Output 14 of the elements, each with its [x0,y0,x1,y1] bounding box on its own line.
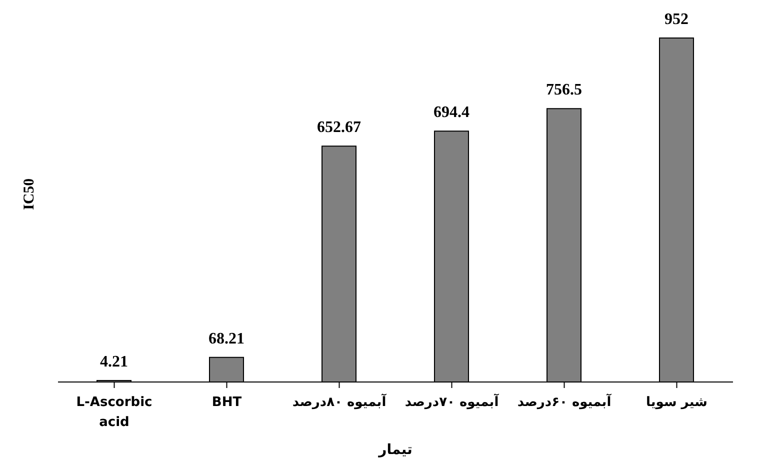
x-axis-title: تیمار [378,442,412,458]
x-tick-label: BHT [212,395,242,410]
data-label: 756.5 [546,82,582,99]
data-label: 952 [664,11,688,28]
data-label: 4.21 [100,353,128,370]
data-label: 652.67 [317,119,361,136]
data-label: 694.4 [434,104,470,122]
data-label: 68.21 [208,330,244,348]
x-tick-label: آبمیوه ۶۰درصد [517,393,612,410]
y-axis-title: IC50 [21,178,38,210]
x-tick-label: L-Ascorbic acid [76,395,152,430]
x-tick-label: آبمیوه ۸۰درصد [292,393,387,410]
x-tick-label: آبمیوه ۷۰درصد [404,393,500,410]
x-tick-label: شیر سویا [646,395,708,410]
